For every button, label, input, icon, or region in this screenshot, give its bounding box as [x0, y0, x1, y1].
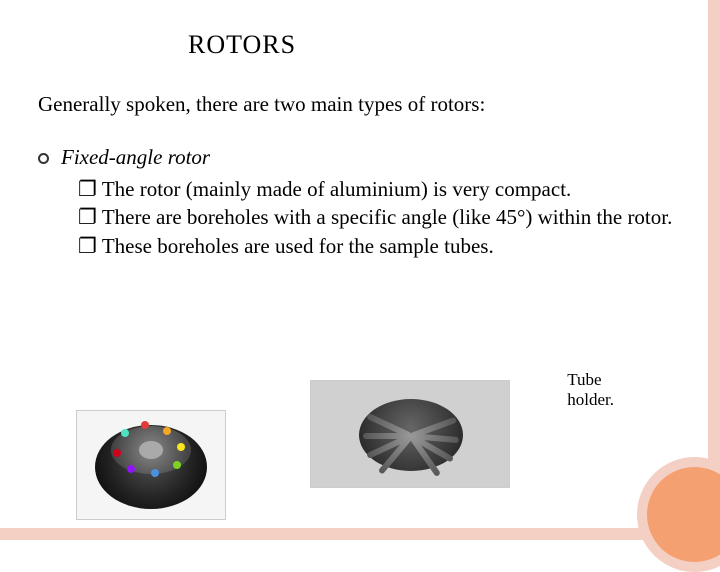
ring-bullet-icon — [38, 153, 49, 164]
decorative-border-bottom — [0, 528, 720, 540]
caption-line: holder. — [567, 390, 614, 409]
list-item-text: There are boreholes with a specific angl… — [102, 204, 682, 230]
list-item: ❐ These boreholes are used for the sampl… — [78, 233, 682, 259]
list-item-text: The rotor (mainly made of aluminium) is … — [102, 176, 682, 202]
slide-title: ROTORS — [188, 30, 682, 60]
rotor-image-tube-holders — [310, 380, 510, 488]
sub-list: ❐ The rotor (mainly made of aluminium) i… — [78, 176, 682, 259]
section-heading-row: Fixed-angle rotor — [38, 145, 682, 170]
intro-text: Generally spoken, there are two main typ… — [38, 92, 682, 117]
tube-caps-icon — [77, 411, 225, 519]
image-caption: Tube holder. — [567, 370, 614, 411]
rotor-image-colored-tubes — [76, 410, 226, 520]
decorative-corner-circle-icon — [637, 457, 720, 572]
script-bullet-icon: ❐ — [78, 233, 97, 259]
slide: ROTORS Generally spoken, there are two m… — [0, 0, 720, 540]
section-heading: Fixed-angle rotor — [61, 145, 210, 170]
caption-line: Tube — [567, 370, 601, 389]
list-item-text: These boreholes are used for the sample … — [102, 233, 682, 259]
list-item: ❐ There are boreholes with a specific an… — [78, 204, 682, 230]
script-bullet-icon: ❐ — [78, 204, 97, 230]
list-item: ❐ The rotor (mainly made of aluminium) i… — [78, 176, 682, 202]
script-bullet-icon: ❐ — [78, 176, 97, 202]
